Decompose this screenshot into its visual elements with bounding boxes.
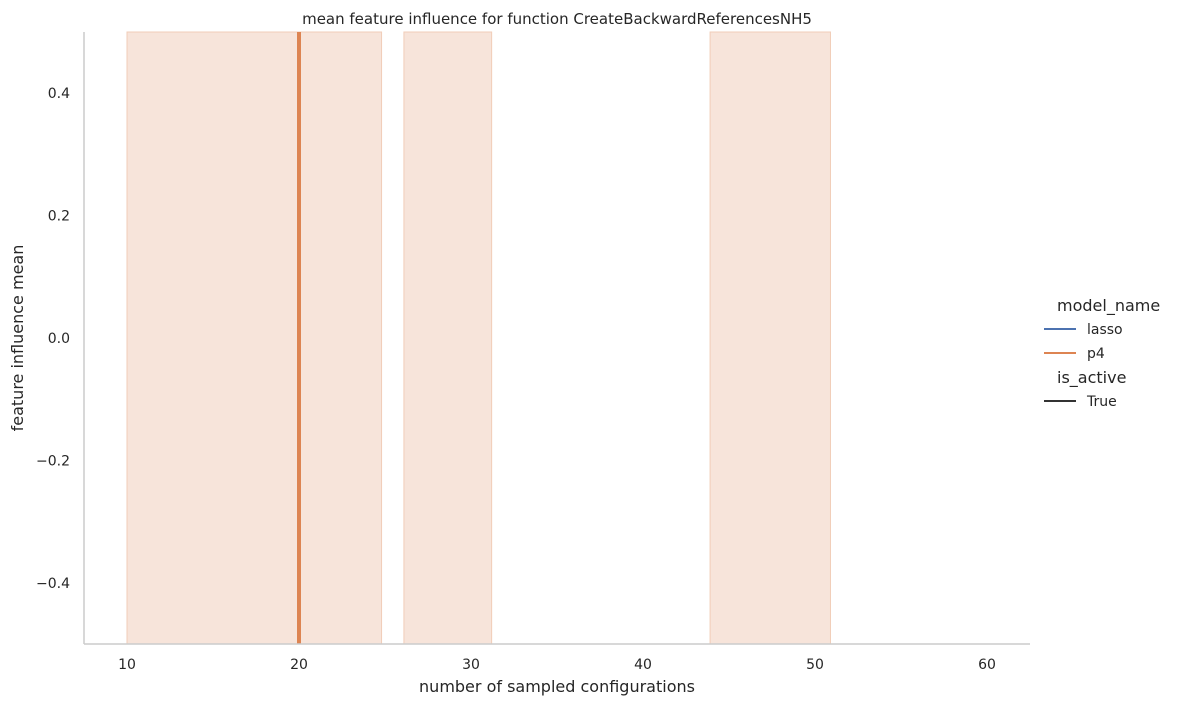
chart-title: mean feature influence for function Crea… xyxy=(302,10,812,28)
y-ticks: −0.4 −0.2 0.0 0.2 0.4 xyxy=(36,86,70,592)
ci-band-p4-1 xyxy=(126,31,383,645)
x-tick-label: 10 xyxy=(118,657,136,673)
x-tick-label: 60 xyxy=(978,657,996,673)
legend-label-p4: p4 xyxy=(1087,346,1105,362)
axes xyxy=(83,32,1030,645)
x-tick-label: 50 xyxy=(806,657,824,673)
x-tick-label: 20 xyxy=(290,657,308,673)
x-axis-label: number of sampled configurations xyxy=(419,677,695,696)
legend-label-true: True xyxy=(1086,394,1117,410)
legend-title-model-name: model_name xyxy=(1057,296,1160,316)
y-axis-label: feature influence mean xyxy=(8,245,27,432)
x-tick-label: 30 xyxy=(462,657,480,673)
y-tick-label: 0.2 xyxy=(48,209,70,225)
ci-band-p4-3 xyxy=(709,31,831,645)
y-tick-label: −0.4 xyxy=(36,576,70,592)
y-tick-label: −0.2 xyxy=(36,453,70,469)
legend: model_name lasso p4 is_active True xyxy=(1044,296,1160,410)
y-tick-label: 0.4 xyxy=(48,86,70,102)
y-tick-label: 0.0 xyxy=(48,331,70,347)
legend-title-is-active: is_active xyxy=(1057,368,1126,388)
x-ticks: 10 20 30 40 50 60 xyxy=(118,657,996,673)
confidence-bands xyxy=(126,31,831,645)
x-tick-label: 40 xyxy=(634,657,652,673)
legend-label-lasso: lasso xyxy=(1087,322,1123,338)
ci-band-p4-2 xyxy=(403,31,493,645)
